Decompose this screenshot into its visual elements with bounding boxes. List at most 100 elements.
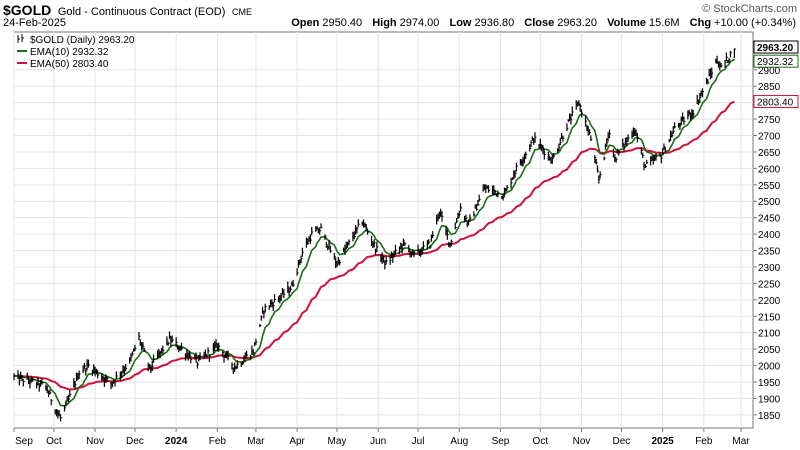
price-bar [272, 301, 275, 312]
ema10-layer [13, 58, 735, 407]
x-tick-label: Aug [450, 436, 468, 447]
price-bar [95, 368, 98, 375]
price-bar [640, 147, 643, 155]
legend-label: $GOLD (Daily) 2963.20 [30, 35, 135, 46]
price-bar [559, 137, 562, 146]
price-bar [716, 55, 719, 64]
price-bar [408, 245, 411, 253]
price-bar [660, 155, 663, 164]
price-bar [264, 303, 267, 313]
price-bar [655, 153, 658, 161]
change-value: +10.00 (+0.34%) [714, 17, 796, 29]
price-bar [134, 344, 137, 352]
price-bar [402, 238, 405, 246]
price-bar [260, 315, 263, 321]
bar-icon [17, 34, 24, 43]
price-bar [236, 360, 239, 369]
price-bar [542, 145, 545, 155]
price-bar [300, 255, 303, 264]
grid-lines [13, 32, 753, 428]
price-bar [529, 144, 532, 152]
price-bar [206, 354, 209, 359]
price-bar [506, 185, 509, 190]
price-bar [83, 362, 86, 370]
price-bar [319, 227, 322, 235]
price-bar [692, 110, 695, 118]
price-bar [301, 247, 304, 257]
price-bar [615, 157, 618, 163]
price-bar [283, 289, 286, 299]
price-bar [348, 239, 351, 246]
price-bar [392, 252, 395, 263]
price-bar [373, 239, 376, 248]
price-bar [357, 219, 360, 227]
price-bar [356, 226, 359, 234]
price-bar [389, 254, 392, 265]
price-bar [148, 363, 152, 369]
price-bar [218, 342, 221, 352]
y-tick-label: 2850 [758, 82, 781, 93]
x-tick-label: 2025 [651, 436, 674, 447]
price-bar [29, 379, 32, 389]
price-bar [421, 246, 424, 255]
price-bar [473, 211, 476, 217]
symbol: $GOLD [3, 2, 52, 18]
price-bar [401, 243, 404, 254]
price-bar [502, 193, 505, 201]
price-bar [287, 281, 290, 293]
price-bar [152, 354, 156, 363]
svg-text:2963.20: 2963.20 [757, 43, 794, 54]
y-tick-label: 2250 [758, 279, 781, 290]
price-bar [336, 260, 339, 268]
price-bar [494, 190, 497, 196]
price-bar [636, 133, 639, 143]
price-bar [243, 355, 246, 363]
price-bar [571, 106, 574, 117]
price-bar [115, 371, 118, 379]
x-tick-label: Nov [86, 436, 104, 447]
price-bar [311, 226, 314, 236]
price-bar [49, 389, 52, 395]
price-bar [125, 363, 128, 372]
legend-item: $GOLD (Daily) 2963.20 [17, 34, 135, 46]
price-bar [385, 256, 388, 264]
price-bar [475, 204, 479, 211]
price-bar [13, 373, 16, 381]
x-tick-label: Feb [695, 436, 713, 447]
price-bar [21, 374, 24, 382]
price-bar [190, 355, 193, 364]
price-bar [273, 294, 277, 303]
price-bar [32, 377, 35, 382]
y-tick-label: 2350 [758, 247, 781, 258]
change-label: Chg [689, 17, 712, 29]
price-bar [608, 129, 611, 139]
price-bar [664, 147, 667, 153]
low-label: Low [449, 17, 472, 29]
price-bar [325, 241, 328, 248]
price-bar [370, 235, 374, 247]
price-bar [627, 134, 630, 142]
price-bar [245, 350, 249, 359]
price-bar [623, 143, 626, 152]
price-bar [662, 148, 665, 155]
y-tick-label: 1900 [758, 394, 781, 405]
price-bar [515, 162, 518, 172]
price-bar [249, 354, 253, 359]
y-tick-label: 2450 [758, 214, 781, 225]
price-bar [353, 231, 356, 240]
x-tick-label: May [328, 436, 347, 447]
price-bar [446, 229, 449, 240]
price-bar [594, 155, 597, 164]
price-bar [162, 345, 165, 356]
price-bar [547, 151, 550, 161]
x-tick-label: Feb [209, 436, 227, 447]
y-tick-label: 2100 [758, 329, 781, 340]
price-bar [599, 171, 602, 179]
brand-watermark[interactable]: © StockCharts.com [702, 3, 797, 15]
price-bar [97, 370, 100, 379]
price-bar [296, 268, 299, 276]
price-bar [65, 400, 68, 407]
price-bar [456, 218, 459, 224]
high-value: 2974.00 [399, 17, 440, 29]
